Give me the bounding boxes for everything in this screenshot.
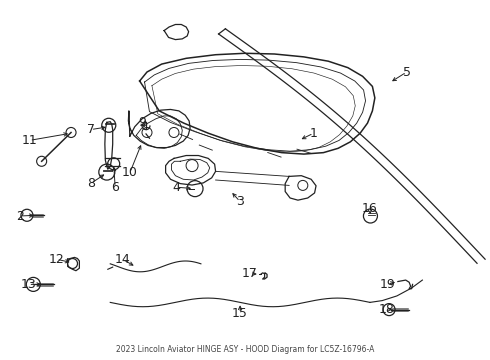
Text: 12: 12 (49, 253, 64, 266)
Text: 9: 9 (138, 116, 146, 129)
Text: 4: 4 (172, 181, 180, 194)
Text: 19: 19 (379, 278, 395, 291)
Text: 2: 2 (16, 210, 24, 222)
Text: 16: 16 (362, 202, 378, 215)
Text: 1: 1 (310, 127, 318, 140)
Text: 11: 11 (22, 134, 37, 147)
Text: 2023 Lincoln Aviator HINGE ASY - HOOD Diagram for LC5Z-16796-A: 2023 Lincoln Aviator HINGE ASY - HOOD Di… (116, 345, 374, 354)
Text: 6: 6 (111, 181, 119, 194)
Text: 5: 5 (403, 66, 411, 78)
Text: 8: 8 (87, 177, 95, 190)
Text: 10: 10 (122, 166, 138, 179)
Text: 18: 18 (379, 303, 395, 316)
Text: 13: 13 (21, 278, 36, 291)
Text: 17: 17 (242, 267, 258, 280)
Text: 7: 7 (87, 123, 95, 136)
Text: 15: 15 (232, 307, 248, 320)
Text: 14: 14 (115, 253, 130, 266)
Text: 3: 3 (236, 195, 244, 208)
